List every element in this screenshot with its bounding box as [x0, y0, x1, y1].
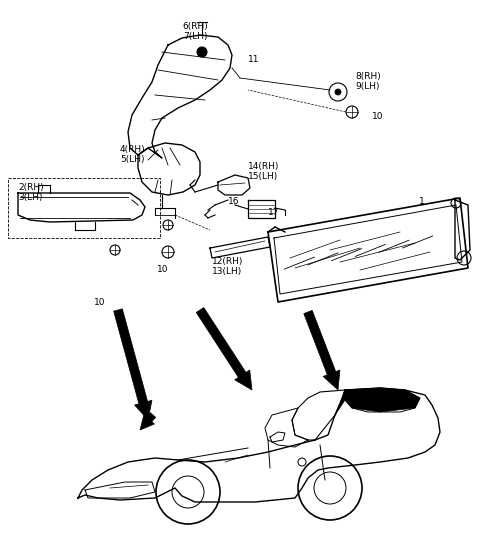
Text: 10: 10: [157, 265, 169, 274]
Text: 10: 10: [372, 112, 384, 121]
Text: 16: 16: [228, 197, 240, 206]
Circle shape: [335, 89, 341, 95]
Polygon shape: [304, 311, 340, 390]
Polygon shape: [140, 413, 156, 430]
Circle shape: [197, 47, 207, 57]
Text: 4(RH)
5(LH): 4(RH) 5(LH): [120, 145, 145, 165]
Text: 17: 17: [268, 208, 279, 217]
Polygon shape: [335, 388, 420, 415]
Text: 12(RH)
13(LH): 12(RH) 13(LH): [212, 257, 243, 276]
Text: 11: 11: [248, 55, 260, 64]
Text: 1: 1: [419, 197, 425, 206]
Text: 2(RH)
3(LH): 2(RH) 3(LH): [18, 183, 44, 203]
Text: 6(RH)
7(LH): 6(RH) 7(LH): [182, 22, 208, 41]
Polygon shape: [196, 307, 252, 390]
Polygon shape: [114, 309, 152, 420]
Text: 10: 10: [94, 298, 106, 307]
Text: 8(RH)
9(LH): 8(RH) 9(LH): [355, 72, 381, 91]
Text: 14(RH)
15(LH): 14(RH) 15(LH): [248, 162, 279, 181]
